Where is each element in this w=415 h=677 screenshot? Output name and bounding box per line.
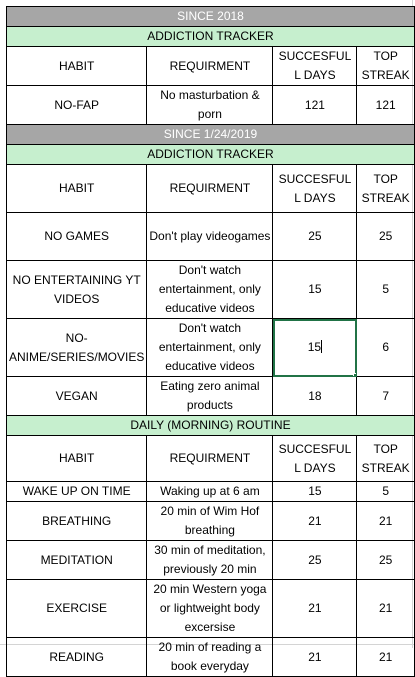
- section-title[interactable]: DAILY (MORNING) ROUTINE: [6, 415, 415, 436]
- habit-cell[interactable]: READING: [5, 637, 148, 677]
- streak-cell[interactable]: 25: [356, 540, 415, 580]
- habit-cell[interactable]: NO ENTERTAINING YT VIDEOS: [5, 260, 148, 319]
- header-habit[interactable]: HABIT: [5, 46, 148, 86]
- streak-cell[interactable]: 7: [356, 376, 415, 416]
- streak-cell[interactable]: 5: [356, 481, 415, 502]
- header-habit[interactable]: HABIT: [5, 164, 148, 213]
- requirement-cell[interactable]: Eating zero animal products: [146, 376, 274, 416]
- table-row: MEDITATION 30 min of meditation, previou…: [5, 540, 415, 580]
- days-cell[interactable]: 25: [272, 212, 358, 261]
- fill-handle[interactable]: [353, 373, 356, 376]
- header-row: HABIT REQUIRMENT SUCCESFULL DAYS TOP STR…: [5, 46, 415, 86]
- requirement-cell[interactable]: 20 min Western yoga or lightweight body …: [146, 579, 274, 638]
- requirement-cell[interactable]: No masturbation & porn: [146, 85, 274, 125]
- days-cell-value: 15: [307, 340, 322, 354]
- requirement-cell[interactable]: 20 min of Wim Hof breathing: [146, 501, 274, 541]
- streak-cell[interactable]: 5: [356, 260, 415, 319]
- since-label[interactable]: SINCE 1/24/2019: [6, 124, 415, 145]
- habit-cell[interactable]: NO GAMES: [5, 212, 148, 261]
- days-cell[interactable]: 18: [272, 376, 358, 416]
- habit-cell[interactable]: VEGAN: [5, 376, 148, 416]
- requirement-cell[interactable]: 20 min of reading a book everyday: [146, 637, 274, 677]
- days-cell[interactable]: 15: [272, 481, 358, 502]
- requirement-cell[interactable]: Waking up at 6 am: [146, 481, 274, 502]
- days-cell[interactable]: 25: [272, 540, 358, 580]
- header-streak[interactable]: TOP STREAK: [356, 164, 415, 213]
- days-cell[interactable]: 15: [272, 260, 358, 319]
- section-title-row: ADDICTION TRACKER: [6, 144, 415, 165]
- habit-cell[interactable]: WAKE UP ON TIME: [5, 481, 148, 502]
- days-cell[interactable]: 21: [272, 579, 358, 638]
- streak-cell[interactable]: 21: [356, 501, 415, 541]
- header-days[interactable]: SUCCESFULL DAYS: [272, 435, 358, 482]
- header-requirement[interactable]: REQUIRMENT: [146, 164, 274, 213]
- streak-cell[interactable]: 21: [356, 579, 415, 638]
- header-streak[interactable]: TOP STREAK: [356, 435, 415, 482]
- table-row: NO-FAP No masturbation & porn 121 121: [5, 85, 415, 125]
- since-row: SINCE 2018: [6, 6, 415, 27]
- habit-cell[interactable]: BREATHING: [5, 501, 148, 541]
- header-days[interactable]: SUCCESFULL DAYS: [272, 46, 358, 86]
- habit-cell[interactable]: MEDITATION: [5, 540, 148, 580]
- table-row: NO ENTERTAINING YT VIDEOS Don't watch en…: [5, 260, 415, 319]
- header-requirement[interactable]: REQUIRMENT: [146, 435, 274, 482]
- section-title[interactable]: ADDICTION TRACKER: [6, 26, 415, 47]
- streak-cell[interactable]: 21: [356, 637, 415, 677]
- streak-cell[interactable]: 6: [356, 318, 415, 377]
- table-row: BREATHING 20 min of Wim Hof breathing 21…: [5, 501, 415, 541]
- streak-cell[interactable]: 121: [356, 85, 415, 125]
- since-row: SINCE 1/24/2019: [6, 124, 415, 145]
- active-cell[interactable]: 15: [272, 318, 358, 377]
- habit-cell[interactable]: EXERCISE: [5, 579, 148, 638]
- header-habit[interactable]: HABIT: [5, 435, 148, 482]
- requirement-cell[interactable]: Don't watch entertainment, only educativ…: [146, 318, 274, 377]
- header-row: HABIT REQUIRMENT SUCCESFULL DAYS TOP STR…: [5, 435, 415, 482]
- table-row: VEGAN Eating zero animal products 18 7: [5, 376, 415, 416]
- days-cell[interactable]: 21: [272, 501, 358, 541]
- requirement-cell[interactable]: Don't watch entertainment, only educativ…: [146, 260, 274, 319]
- requirement-cell[interactable]: 30 min of meditation, previously 20 min: [146, 540, 274, 580]
- table-row: WAKE UP ON TIME Waking up at 6 am 15 5: [5, 481, 415, 502]
- header-row: HABIT REQUIRMENT SUCCESFULL DAYS TOP STR…: [5, 164, 415, 213]
- text-cursor: [321, 340, 323, 353]
- days-cell[interactable]: 121: [272, 85, 358, 125]
- table-row: EXERCISE 20 min Western yoga or lightwei…: [5, 579, 415, 638]
- section-title-row: DAILY (MORNING) ROUTINE: [6, 415, 415, 436]
- header-streak[interactable]: TOP STREAK: [356, 46, 415, 86]
- streak-cell[interactable]: 25: [356, 212, 415, 261]
- habit-cell[interactable]: NO-FAP: [5, 85, 148, 125]
- since-label[interactable]: SINCE 2018: [6, 6, 415, 27]
- header-requirement[interactable]: REQUIRMENT: [146, 46, 274, 86]
- header-days[interactable]: SUCCESFULL DAYS: [272, 164, 358, 213]
- table-row: READING 20 min of reading a book everyda…: [5, 637, 415, 677]
- habit-cell[interactable]: NO-ANIME/SERIES/MOVIES: [5, 318, 148, 377]
- requirement-cell[interactable]: Don't play videogames: [146, 212, 274, 261]
- table-row: NO-ANIME/SERIES/MOVIES Don't watch enter…: [5, 318, 415, 377]
- days-cell[interactable]: 21: [272, 637, 358, 677]
- section-title[interactable]: ADDICTION TRACKER: [6, 144, 415, 165]
- table-row: NO GAMES Don't play videogames 25 25: [5, 212, 415, 261]
- habit-tracker-table: SINCE 2018 ADDICTION TRACKER HABIT REQUI…: [5, 6, 415, 677]
- section-title-row: ADDICTION TRACKER: [6, 26, 415, 47]
